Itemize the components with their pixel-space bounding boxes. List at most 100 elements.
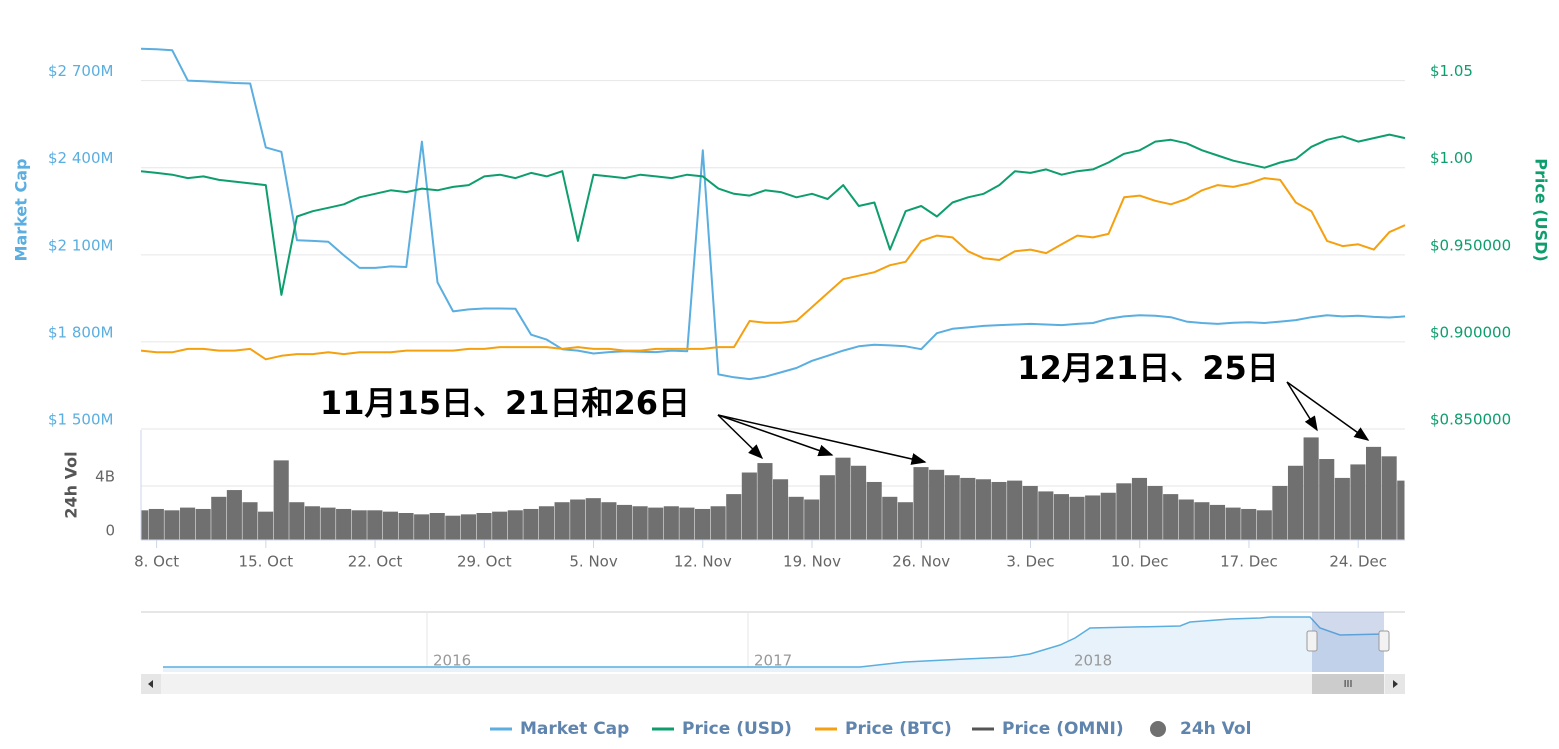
volume-bar: [851, 465, 867, 540]
volume-bar: [476, 513, 492, 540]
volume-bar: [897, 502, 913, 540]
volume-bar: [1256, 510, 1272, 540]
x-tick-label: 29. Oct: [457, 553, 512, 571]
x-tick-label: 10. Dec: [1111, 553, 1169, 571]
navigator-handle[interactable]: [1378, 630, 1390, 652]
volume-bar: [398, 513, 414, 540]
volume-bar: [1178, 499, 1194, 540]
volume-bar: [913, 467, 929, 540]
navigator-handle[interactable]: [1306, 630, 1318, 652]
volume-bar: [180, 507, 196, 540]
navigator-label: 2018: [1074, 652, 1112, 670]
volume-bar: [492, 511, 508, 540]
volume-bar: [835, 457, 851, 540]
volume-bar: [336, 508, 352, 540]
legend-item[interactable]: Price (OMNI): [972, 719, 1124, 739]
volume-bar: [819, 475, 835, 540]
volume-bar: [601, 502, 617, 540]
legend-symbol: [1150, 721, 1166, 737]
volume-bar: [258, 511, 274, 540]
legend-label: Market Cap: [520, 719, 629, 739]
navigator-label: 2016: [433, 652, 471, 670]
volume-bar: [773, 479, 789, 540]
series-line: [140, 177, 1406, 361]
volume-bar: [1116, 483, 1132, 540]
volume-bar: [1365, 446, 1382, 540]
volume-bar: [694, 508, 711, 540]
volume-bar: [710, 506, 726, 540]
volume-bar: [1397, 480, 1405, 540]
y2-tick-label: $0.950000: [1430, 236, 1511, 254]
y-axis-title: Market Cap: [12, 159, 31, 262]
legend-item[interactable]: Price (BTC): [815, 719, 952, 739]
volume-bar: [1053, 494, 1069, 540]
legend-item[interactable]: 24h Vol: [1150, 719, 1251, 739]
volume-bar: [960, 477, 976, 540]
legend-item[interactable]: Price (USD): [652, 719, 792, 739]
scrollbar: III: [141, 674, 1405, 694]
x-tick-label: 8. Oct: [134, 553, 179, 571]
volume-bar: [304, 506, 320, 540]
y-tick-label: 0: [105, 522, 115, 540]
volume-bar: [1085, 495, 1101, 540]
legend-label: Price (OMNI): [1002, 719, 1124, 739]
x-tick-label: 12. Nov: [674, 553, 732, 571]
volume-bar: [1038, 491, 1054, 540]
annotation: 11月15日、21日和26日: [320, 384, 690, 422]
volume-bar: [1272, 486, 1288, 540]
x-tick-label: 26. Nov: [892, 553, 950, 571]
volume-bar: [1381, 456, 1397, 540]
volume-bar: [195, 508, 211, 540]
annotation: 12月21日、25日: [1017, 349, 1279, 387]
y2-tick-label: $1.05: [1430, 62, 1473, 80]
navigator-selection[interactable]: [1312, 612, 1384, 672]
volume-bar: [1147, 486, 1163, 540]
legend: Market Cap Price (USD) Price (BTC) Price (O…: [490, 719, 1251, 739]
scroll-thumb[interactable]: [1312, 674, 1384, 694]
volume-bar: [445, 515, 461, 540]
volume-bar: [585, 498, 601, 540]
volume-bar: [632, 506, 648, 540]
volume-bar: [1287, 465, 1304, 540]
volume-bar: [429, 513, 445, 540]
y-tick-label: $1 500M: [48, 411, 113, 429]
volume-bar: [367, 510, 383, 540]
volume-bar: [1225, 507, 1241, 540]
volume-bar: [1209, 504, 1226, 540]
volume-bar: [1194, 502, 1210, 540]
plot-area: $1 500M $1 800M $2 100M $2 400M $2 700M $0.85…: [48, 47, 1511, 571]
volume-bar: [726, 494, 742, 540]
x-tick-label: 19. Nov: [783, 553, 841, 571]
y-tick-label: $2 400M: [48, 149, 113, 167]
volume-bar: [242, 502, 258, 540]
y2-tick-label: $0.850000: [1430, 411, 1511, 429]
volume-bar: [882, 496, 898, 540]
legend-item[interactable]: Market Cap: [490, 719, 629, 739]
x-tick-label: 24. Dec: [1329, 553, 1387, 571]
volume-bar: [866, 481, 882, 540]
volume-bar: [804, 499, 820, 540]
volume-bar: [679, 507, 695, 540]
volume-bar: [1334, 477, 1350, 540]
volume-bar: [148, 508, 164, 540]
volume-bar: [141, 510, 149, 540]
volume-bar: [1241, 508, 1257, 540]
volume-bar: [788, 496, 804, 540]
volume-bar: [289, 502, 305, 540]
volume-bar: [554, 502, 570, 540]
volume-bar: [944, 475, 960, 540]
legend-label: 24h Vol: [1180, 719, 1251, 739]
legend-label: Price (BTC): [845, 719, 952, 739]
series-line: [140, 133, 1406, 296]
volume-bar: [1163, 494, 1179, 540]
navigator: 2016 2017 2018: [141, 611, 1405, 672]
volume-bar: [570, 499, 586, 540]
volume-bar: [211, 496, 227, 540]
volume-bar: [1069, 496, 1085, 540]
legend-label: Price (USD): [682, 719, 792, 739]
y2-axis-title: Price (USD): [1532, 158, 1551, 261]
volume-bar: [414, 514, 430, 540]
volume-bar: [663, 506, 679, 540]
y2-tick-label: $0.900000: [1430, 323, 1511, 341]
